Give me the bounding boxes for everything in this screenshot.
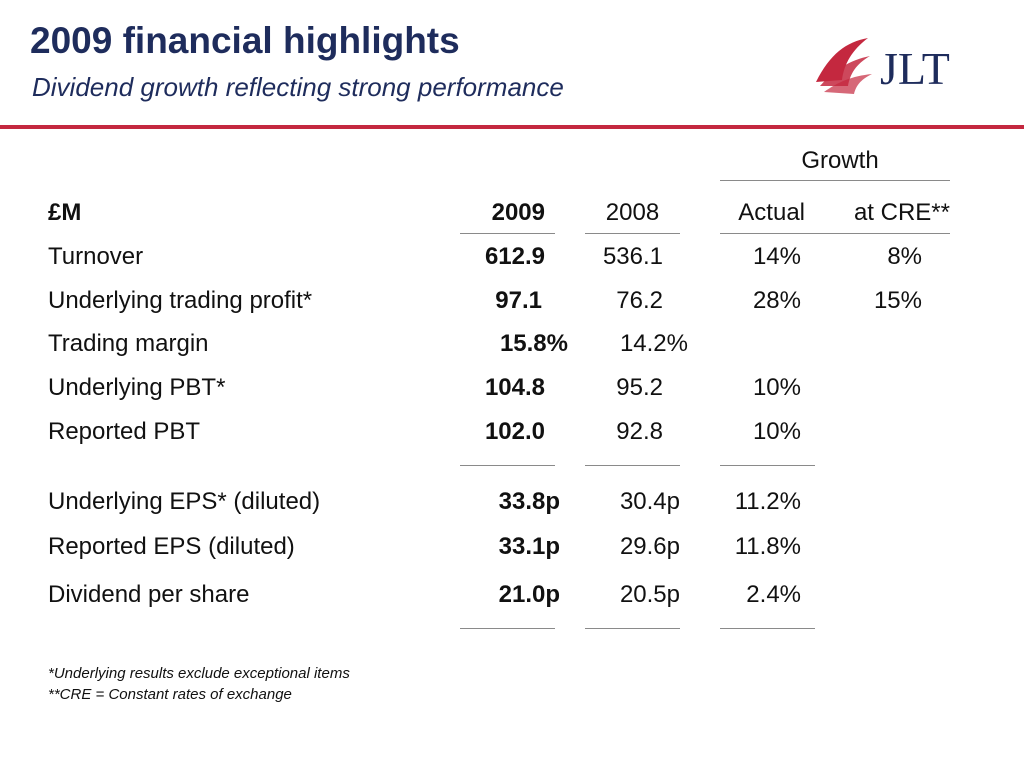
- row-value-2009: 612.9: [484, 243, 545, 270]
- row-label: Turnover: [48, 243, 144, 270]
- row-growth-actual: 11.8%: [734, 533, 801, 560]
- column-header-2009: 2009: [491, 199, 545, 226]
- header-divider: [0, 125, 1024, 129]
- row-value-2009: 33.8p: [498, 488, 560, 515]
- row-growth-cre: 8%: [887, 243, 922, 270]
- row-value-2008: 536.1: [602, 243, 663, 270]
- row-value-2009: 104.8: [484, 374, 545, 401]
- table-bottom-rule-actual: [720, 628, 815, 629]
- section-divider-actual: [720, 465, 815, 466]
- row-growth-actual: 2.4%: [746, 581, 801, 608]
- growth-header-underline: [720, 180, 950, 181]
- row-value-2009: 15.8%: [499, 330, 568, 357]
- section-divider-2009: [460, 465, 555, 466]
- row-value-2008: 76.2: [616, 287, 663, 314]
- table-bottom-rule-2009: [460, 628, 555, 629]
- row-value-2009: 97.1: [495, 287, 542, 314]
- column-header-cre: at CRE**: [853, 199, 950, 226]
- footnote-cre: **CRE = Constant rates of exchange: [48, 686, 292, 703]
- row-value-2008: 92.8: [616, 418, 663, 445]
- section-divider-2008: [585, 465, 680, 466]
- row-label: Reported EPS (diluted): [48, 533, 295, 560]
- row-value-2008: 20.5p: [619, 581, 680, 608]
- column-header-2008: 2008: [605, 199, 660, 226]
- jlt-sail-logo-icon: JLT: [816, 38, 950, 94]
- row-value-2008: 30.4p: [619, 488, 680, 515]
- row-growth-actual: 10%: [752, 374, 801, 401]
- row-value-2008: 14.2%: [619, 330, 688, 357]
- row-label: Dividend per share: [48, 581, 250, 608]
- currency-unit-header: £M: [48, 199, 82, 226]
- row-growth-actual: 11.2%: [734, 488, 801, 515]
- row-value-2008: 29.6p: [619, 533, 680, 560]
- page-title: 2009 financial highlights: [30, 20, 460, 61]
- row-growth-actual: 28%: [752, 287, 801, 314]
- row-label: Underlying EPS* (diluted): [48, 488, 321, 515]
- table-bottom-rule-2008: [585, 628, 680, 629]
- column-header-actual: Actual: [738, 199, 805, 226]
- logo-text: JLT: [880, 43, 950, 94]
- header-underline-2008: [585, 233, 680, 234]
- row-label: Underlying trading profit*: [48, 287, 313, 314]
- row-value-2009: 33.1p: [498, 533, 560, 560]
- page-subtitle: Dividend growth reflecting strong perfor…: [32, 72, 564, 102]
- header-underline-2009: [460, 233, 555, 234]
- jlt-logo: JLT: [812, 34, 982, 100]
- footnote-underlying: *Underlying results exclude exceptional …: [48, 665, 350, 682]
- growth-group-header: Growth: [801, 147, 879, 174]
- row-label: Trading margin: [48, 330, 209, 357]
- header-underline-growth: [720, 233, 950, 234]
- row-growth-cre: 15%: [873, 287, 922, 314]
- row-growth-actual: 14%: [752, 243, 801, 270]
- row-growth-actual: 10%: [752, 418, 801, 445]
- row-label: Underlying PBT*: [48, 374, 226, 401]
- row-value-2008: 95.2: [616, 374, 663, 401]
- row-value-2009: 21.0p: [498, 581, 560, 608]
- row-label: Reported PBT: [48, 418, 201, 445]
- row-value-2009: 102.0: [484, 418, 545, 445]
